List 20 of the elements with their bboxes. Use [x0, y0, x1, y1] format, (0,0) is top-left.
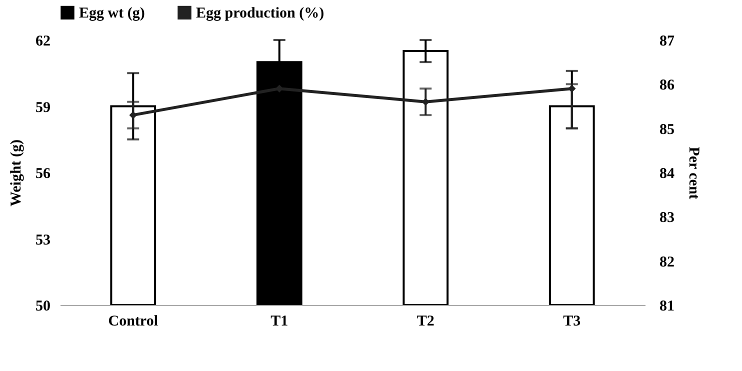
y-axis-title: Weight (g) — [8, 139, 24, 207]
y-tick-label: 53 — [36, 232, 50, 248]
y2-axis-title: Per cent — [686, 146, 702, 200]
x-tick-label: T3 — [563, 314, 581, 330]
legend-label: Egg production (%) — [196, 6, 324, 22]
x-tick-label: Control — [108, 314, 158, 330]
y-tick-label: 50 — [36, 298, 50, 314]
y-tick-label: 56 — [36, 166, 51, 182]
y2-tick-label: 84 — [660, 166, 675, 182]
y2-tick-label: 85 — [660, 122, 674, 138]
x-tick-label: T1 — [270, 314, 288, 330]
y-tick-label: 59 — [36, 100, 50, 116]
x-tick-label: T2 — [416, 314, 434, 330]
y2-tick-label: 87 — [660, 34, 675, 50]
y2-tick-label: 86 — [660, 78, 675, 94]
y2-tick-label: 81 — [660, 298, 674, 314]
y2-tick-label: 82 — [660, 254, 674, 270]
y2-tick-label: 83 — [660, 210, 674, 226]
legend-label: Egg wt (g) — [79, 6, 145, 22]
y-tick-label: 62 — [36, 34, 50, 50]
